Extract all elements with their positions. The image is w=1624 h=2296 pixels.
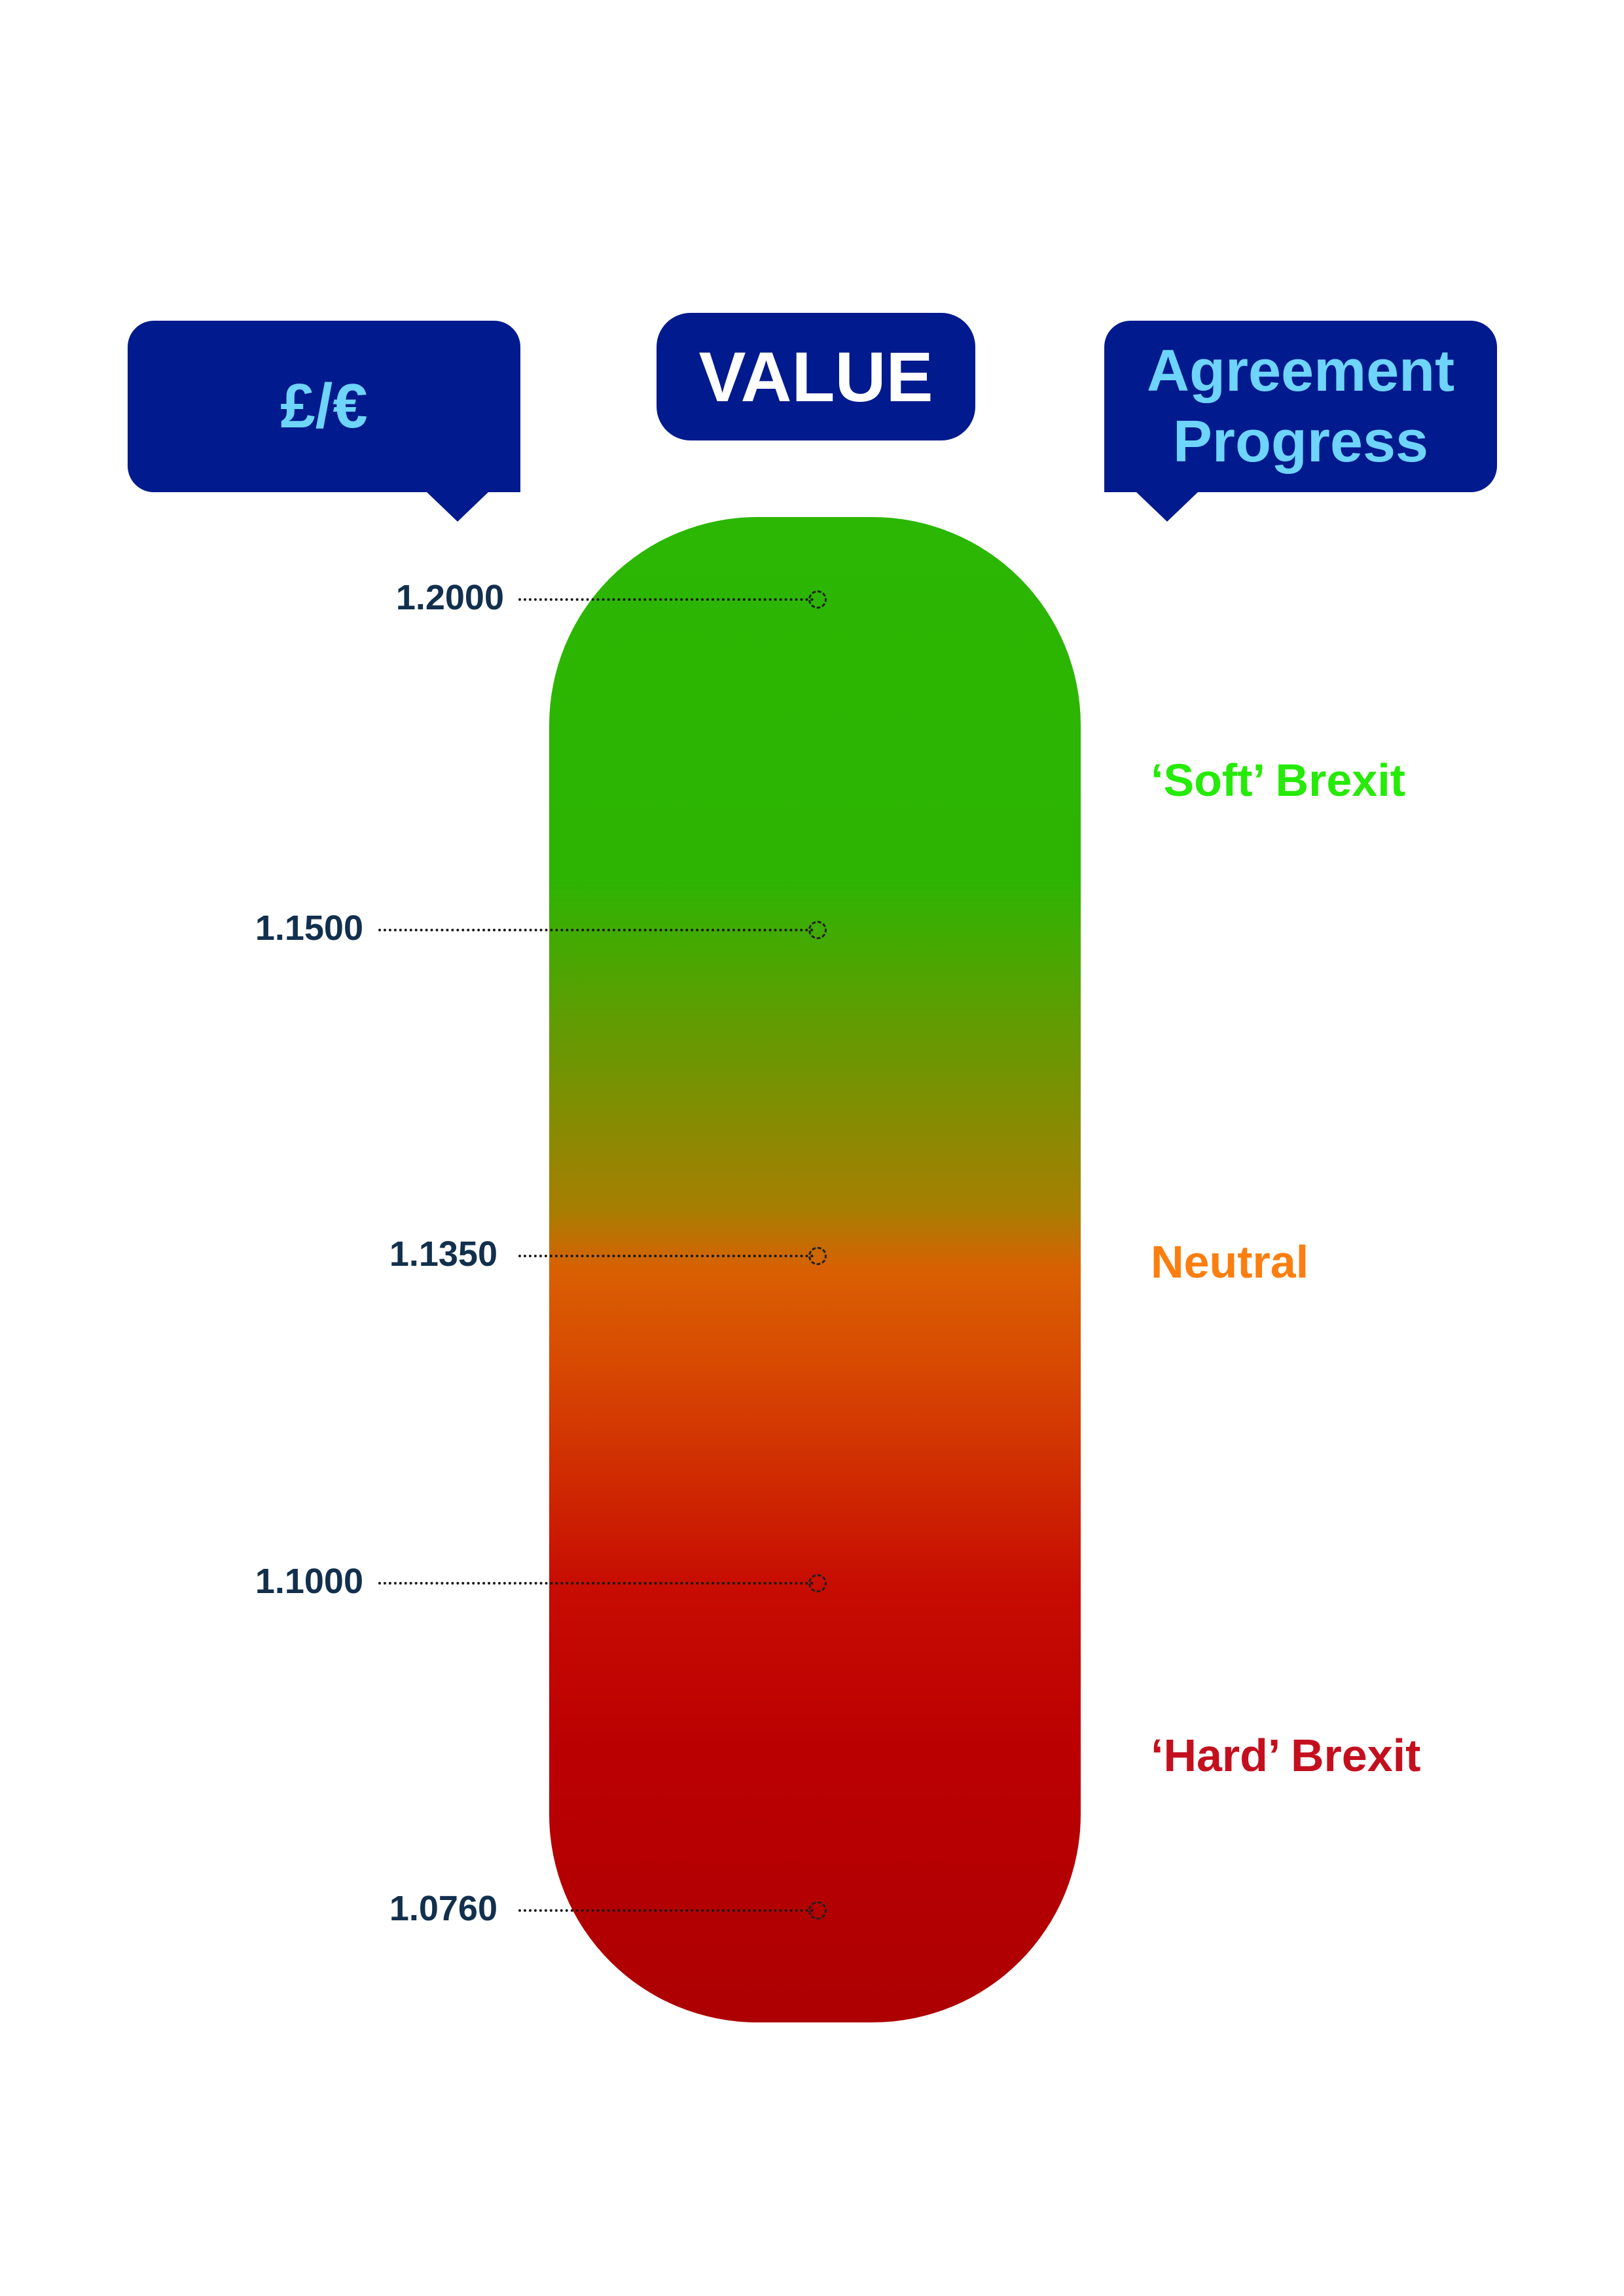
tick-marker-5 (808, 1901, 827, 1920)
tick-line-1 (518, 598, 814, 601)
bubble-tail (1136, 492, 1199, 522)
tick-marker-1 (808, 590, 827, 609)
tick-label-5: 1.0760 (389, 1889, 497, 1928)
tick-label-1: 1.2000 (395, 578, 504, 617)
tick-label-4: 1.1000 (255, 1562, 363, 1601)
tick-marker-4 (808, 1574, 827, 1592)
currency-header-bubble: £/€ (128, 321, 520, 522)
zone-label-soft: ‘Soft’ Brexit (1151, 755, 1405, 806)
tick-marker-3 (808, 1247, 827, 1265)
tick-label-3: 1.1350 (389, 1234, 497, 1274)
tick-marker-2 (808, 921, 827, 939)
bubble-tail (426, 492, 489, 522)
value-gauge (549, 517, 1081, 2022)
zone-label-hard: ‘Hard’ Brexit (1151, 1730, 1421, 1781)
zone-label-neutral: Neutral (1151, 1236, 1309, 1287)
tick-label-2: 1.1500 (255, 908, 363, 948)
tick-line-4 (378, 1582, 814, 1585)
currency-header-label: £/€ (280, 371, 368, 441)
value-header-label: VALUE (698, 337, 933, 416)
progress-header-label: Agreement Progress (1147, 338, 1455, 475)
value-header-bubble: VALUE (657, 313, 975, 440)
tick-line-3 (518, 1255, 814, 1257)
tick-line-2 (378, 929, 814, 931)
progress-header-bubble: Agreement Progress (1104, 321, 1497, 522)
tick-line-5 (518, 1909, 814, 1912)
